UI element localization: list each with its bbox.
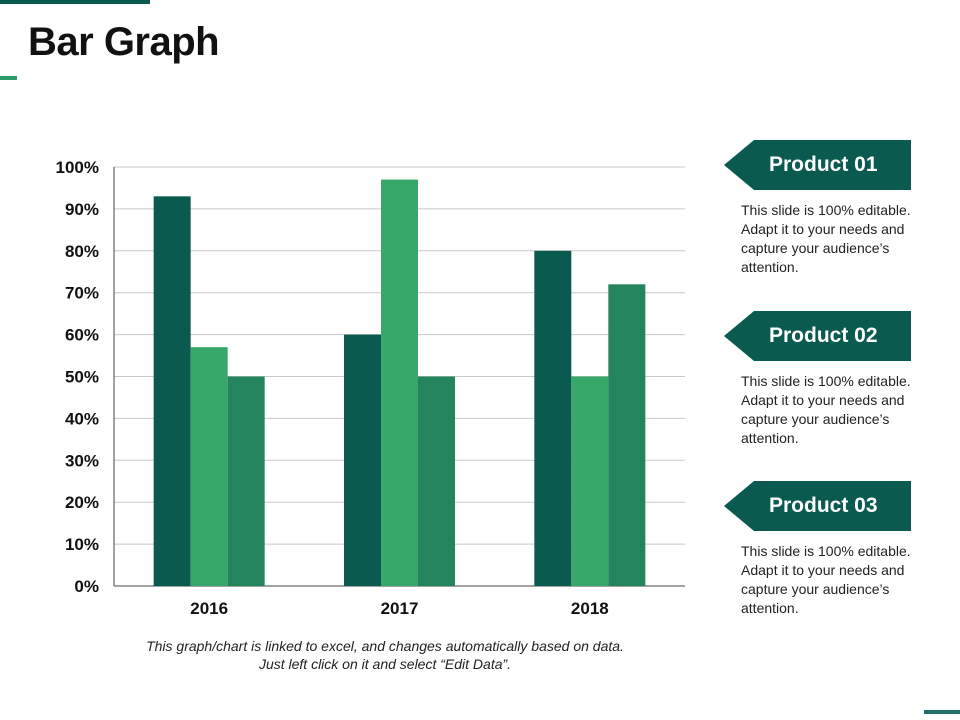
y-tick-label-10: 10% (65, 535, 99, 554)
bar-chart-svg[interactable]: 0% 10% 20% 30% 40% 50% 60% 70% 80% 90% 100% 2016 201… (30, 150, 700, 630)
bar-2017-product-02 (381, 179, 418, 586)
y-tick-label-70: 70% (65, 284, 99, 303)
legend-tag-product-01: Product 01 (724, 140, 911, 190)
bar-2018-product-02 (571, 376, 609, 586)
bar-2018-product-01 (534, 250, 572, 587)
legend-label-product-02: Product 02 (769, 324, 878, 347)
y-tick-label-0: 0% (74, 577, 99, 596)
bar-2017-product-03 (418, 376, 455, 586)
bar-2016-product-02 (190, 347, 228, 586)
legend-tag-product-02: Product 02 (724, 311, 911, 361)
legend-description-product-01: This slide is 100% editable. Adapt it to… (741, 202, 911, 275)
y-tick-label-90: 90% (65, 200, 99, 219)
y-tick-label-20: 20% (65, 493, 99, 512)
legend-product-02: Product 02 This slide is 100% editable. … (724, 311, 914, 448)
x-tick-label-2018: 2018 (571, 599, 609, 618)
legend-product-03: Product 03 This slide is 100% editable. … (724, 481, 914, 618)
legend-tag-product-03: Product 03 (724, 481, 911, 531)
bar-2017-product-01 (344, 334, 381, 586)
top-accent-bar (0, 0, 150, 4)
legend-label-product-03: Product 03 (769, 494, 878, 517)
y-tick-label-40: 40% (65, 409, 99, 428)
y-tick-label-50: 50% (65, 368, 99, 387)
legend-description-product-03: This slide is 100% editable. Adapt it to… (741, 543, 911, 616)
bar-2016-product-01 (153, 196, 191, 586)
bar-2018-product-03 (608, 284, 646, 586)
legend-description-product-02: This slide is 100% editable. Adapt it to… (741, 373, 911, 446)
chart-footnote: This graph/chart is linked to excel, and… (146, 638, 624, 672)
bar-chart[interactable]: 0% 10% 20% 30% 40% 50% 60% 70% 80% 90% 100% 2016 201… (30, 150, 700, 630)
x-tick-label-2017: 2017 (381, 599, 419, 618)
y-tick-label-30: 30% (65, 451, 99, 470)
legend-label-product-01: Product 01 (769, 153, 878, 176)
page-title: Bar Graph (28, 20, 220, 64)
bottom-accent-bar (924, 710, 960, 714)
y-tick-label-100: 100% (56, 158, 99, 177)
legend-product-01: Product 01 This slide is 100% editable. … (724, 140, 914, 277)
left-accent-bar (0, 76, 17, 80)
y-tick-label-80: 80% (65, 242, 99, 261)
y-tick-label-60: 60% (65, 326, 99, 345)
bar-2016-product-03 (227, 376, 265, 586)
x-tick-label-2016: 2016 (190, 599, 228, 618)
